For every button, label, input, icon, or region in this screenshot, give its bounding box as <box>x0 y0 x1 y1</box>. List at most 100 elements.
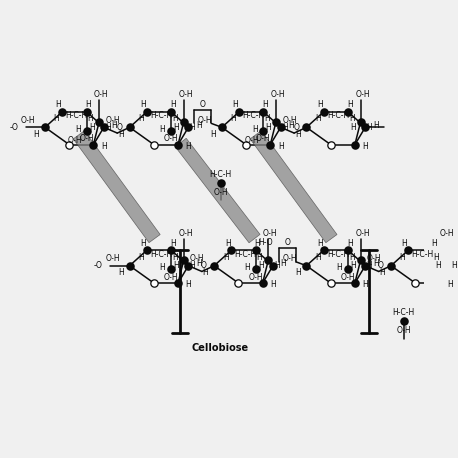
Text: O-H: O-H <box>21 116 35 125</box>
Text: H: H <box>86 100 91 109</box>
Text: O-H: O-H <box>263 229 278 238</box>
Text: H-C-H: H-C-H <box>393 308 415 317</box>
Text: H: H <box>202 268 208 277</box>
Text: H: H <box>190 123 195 132</box>
Text: H: H <box>174 123 179 132</box>
Text: H: H <box>118 130 124 139</box>
Text: H: H <box>434 252 439 262</box>
Point <box>351 279 359 287</box>
Text: H: H <box>350 123 356 132</box>
Text: -O: -O <box>94 261 103 270</box>
Text: H: H <box>225 239 230 248</box>
Text: O-H: O-H <box>367 254 382 263</box>
Text: H: H <box>33 130 39 139</box>
Text: O-H: O-H <box>355 229 370 238</box>
Text: H: H <box>140 239 146 248</box>
Text: H: H <box>350 261 356 270</box>
Text: H: H <box>196 121 202 130</box>
Text: H: H <box>55 100 61 109</box>
Point <box>168 246 175 254</box>
Text: H-C-H: H-C-H <box>150 250 172 259</box>
Polygon shape <box>250 131 337 243</box>
Text: O-H: O-H <box>179 229 193 238</box>
Text: O: O <box>293 123 299 132</box>
Text: H: H <box>270 280 276 289</box>
Text: H-C-H: H-C-H <box>327 111 349 120</box>
Text: O-H: O-H <box>396 327 411 335</box>
Text: H: H <box>289 121 294 130</box>
Point <box>126 124 133 131</box>
Text: O-H: O-H <box>282 116 297 125</box>
Text: H: H <box>317 239 323 248</box>
Point <box>59 108 66 115</box>
Text: H: H <box>347 100 353 109</box>
Text: O-H: O-H <box>79 134 94 143</box>
Text: H: H <box>282 123 288 132</box>
Text: H: H <box>223 252 229 262</box>
Text: H: H <box>118 268 124 277</box>
Text: O-H: O-H <box>248 273 263 282</box>
Text: H: H <box>315 114 321 123</box>
Point <box>357 118 364 125</box>
Point <box>90 141 97 148</box>
Point <box>259 279 266 287</box>
Point <box>83 127 90 135</box>
Point <box>217 179 224 186</box>
Text: O-H: O-H <box>256 134 271 143</box>
Point <box>143 108 151 115</box>
Point <box>100 124 108 131</box>
Text: H: H <box>366 261 372 270</box>
Text: H-C-H: H-C-H <box>327 250 349 259</box>
Text: H: H <box>172 252 178 262</box>
Point <box>327 141 334 148</box>
Text: H: H <box>373 259 379 268</box>
Text: O-H: O-H <box>179 90 193 99</box>
Text: H: H <box>295 268 300 277</box>
Text: H-C-H: H-C-H <box>209 170 232 179</box>
Point <box>357 256 364 264</box>
Text: H: H <box>186 142 191 151</box>
Point <box>150 279 158 287</box>
Text: H-C-H: H-C-H <box>65 111 87 120</box>
Point <box>168 108 175 115</box>
Text: O-H: O-H <box>282 254 297 263</box>
Point <box>442 256 449 264</box>
Text: O-H: O-H <box>440 229 454 238</box>
Text: H-C-H: H-C-H <box>411 250 434 259</box>
Point <box>126 262 133 269</box>
Text: O-H: O-H <box>105 116 120 125</box>
Text: H: H <box>138 114 144 123</box>
Point <box>41 124 49 131</box>
Text: O-H: O-H <box>213 188 228 197</box>
Point <box>351 141 359 148</box>
Text: H: H <box>349 114 354 123</box>
Point <box>273 118 280 125</box>
Text: O: O <box>116 123 122 132</box>
Polygon shape <box>73 131 160 243</box>
Point <box>436 279 443 287</box>
Point <box>362 262 369 269</box>
Text: H: H <box>278 142 284 151</box>
Text: O-H: O-H <box>245 136 259 145</box>
Text: H: H <box>159 263 165 272</box>
Text: H: H <box>402 239 407 248</box>
Point <box>387 262 395 269</box>
Text: H: H <box>431 239 437 248</box>
Text: H: H <box>262 100 268 109</box>
Text: H: H <box>170 100 176 109</box>
Point <box>185 262 192 269</box>
Point <box>242 141 250 148</box>
Point <box>260 108 267 115</box>
Text: H: H <box>190 261 195 270</box>
Text: O-H: O-H <box>94 90 109 99</box>
Polygon shape <box>175 138 260 243</box>
Point <box>150 141 158 148</box>
Point <box>303 124 310 131</box>
Text: H: H <box>366 123 372 132</box>
Text: H: H <box>138 252 144 262</box>
Point <box>228 246 235 254</box>
Text: H: H <box>400 252 405 262</box>
Text: H: H <box>112 121 117 130</box>
Text: O: O <box>201 261 207 270</box>
Point <box>83 108 90 115</box>
